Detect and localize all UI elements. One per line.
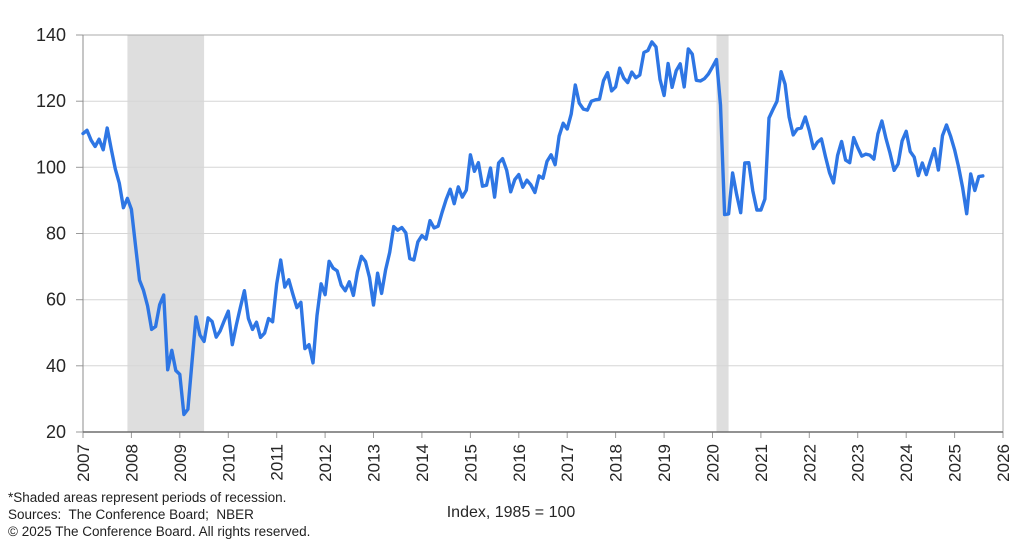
footnote-recession-note: *Shaded areas represent periods of reces… — [8, 490, 287, 505]
y-tick-label: 60 — [46, 290, 66, 310]
footnote-sources: Sources: The Conference Board; NBER — [8, 507, 254, 522]
y-tick-label: 100 — [36, 157, 66, 177]
y-tick-label: 140 — [36, 25, 66, 45]
x-tick-label: 2016 — [510, 444, 529, 482]
x-tick-label: 2007 — [74, 444, 93, 482]
x-tick-label: 2026 — [994, 444, 1013, 482]
x-tick-label: 2025 — [946, 444, 965, 482]
consumer-confidence-line-chart: 20 40 60 80 100 120 140 2007 2008 2009 2010 2011 201… — [36, 25, 1013, 482]
y-tick-label: 80 — [46, 224, 66, 244]
x-tick-label: 2009 — [171, 444, 190, 482]
x-tick-label: 2019 — [655, 444, 674, 482]
x-tick-label: 2013 — [365, 444, 384, 482]
x-tick-label: 2015 — [461, 444, 480, 482]
x-tick-label: 2024 — [897, 444, 916, 482]
x-tick-label: 2021 — [752, 444, 771, 482]
index-units-label: Index, 1985 = 100 — [446, 504, 576, 521]
x-tick-label: 2010 — [219, 444, 238, 482]
x-tick-label: 2017 — [558, 444, 577, 482]
footnote-copyright: © 2025 The Conference Board. All rights … — [8, 524, 311, 539]
y-tick-label: 20 — [46, 422, 66, 442]
y-tick-label: 120 — [36, 91, 66, 111]
y-tick-label: 40 — [46, 356, 66, 376]
x-tick-label: 2011 — [268, 444, 287, 481]
x-tick-label: 2008 — [122, 444, 141, 482]
x-tick-label: 2014 — [413, 444, 432, 482]
x-tick-label: 2023 — [849, 444, 868, 482]
x-tick-label: 2018 — [607, 444, 626, 482]
confidence-index-line — [81, 40, 985, 417]
x-tick-label: 2012 — [316, 444, 335, 482]
x-tick-label: 2022 — [800, 444, 819, 482]
x-tick-label: 2020 — [704, 444, 723, 482]
